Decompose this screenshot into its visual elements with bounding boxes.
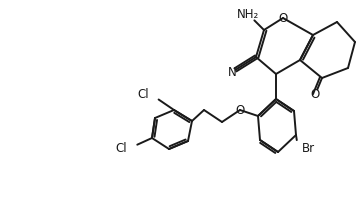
Text: Cl: Cl <box>115 141 127 155</box>
Text: NH₂: NH₂ <box>237 8 259 20</box>
Text: Cl: Cl <box>137 89 149 102</box>
Text: O: O <box>278 12 288 25</box>
Text: Br: Br <box>302 141 315 155</box>
Text: O: O <box>235 104 245 117</box>
Text: N: N <box>228 66 236 79</box>
Text: O: O <box>310 89 320 102</box>
